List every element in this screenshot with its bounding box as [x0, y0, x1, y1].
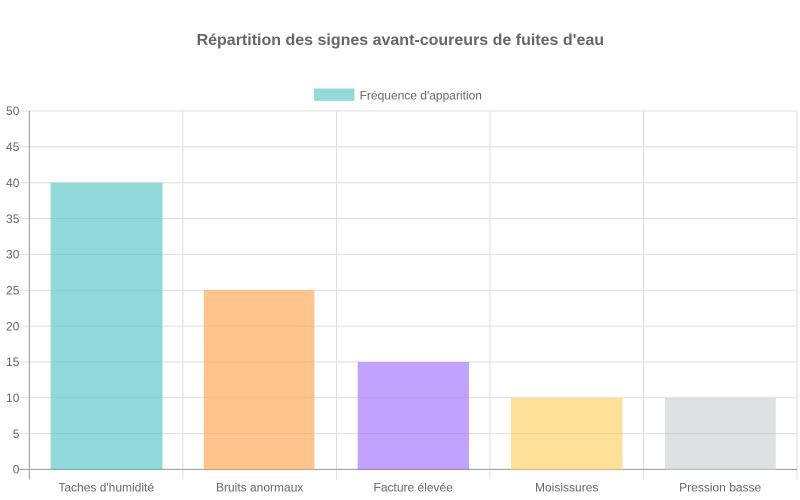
svg-text:Répartition des signes avant-c: Répartition des signes avant-coureurs de… — [197, 32, 604, 49]
svg-text:Bruits anormaux: Bruits anormaux — [216, 480, 303, 494]
svg-text:10: 10 — [6, 391, 20, 405]
svg-text:Taches d'humidité: Taches d'humidité — [58, 480, 154, 494]
svg-text:50: 50 — [6, 104, 20, 118]
svg-text:40: 40 — [6, 176, 20, 190]
svg-text:35: 35 — [6, 212, 20, 226]
svg-text:25: 25 — [6, 283, 20, 297]
svg-text:Moisissures: Moisissures — [535, 480, 598, 494]
svg-text:5: 5 — [13, 427, 20, 441]
svg-text:0: 0 — [13, 463, 20, 477]
svg-text:Fréquence d'apparition: Fréquence d'apparition — [360, 88, 482, 102]
svg-text:30: 30 — [6, 248, 20, 262]
svg-text:45: 45 — [6, 140, 20, 154]
svg-text:20: 20 — [6, 319, 20, 333]
svg-text:Pression basse: Pression basse — [679, 480, 761, 494]
svg-text:Facture élevée: Facture élevée — [374, 480, 454, 494]
svg-text:15: 15 — [6, 355, 20, 369]
